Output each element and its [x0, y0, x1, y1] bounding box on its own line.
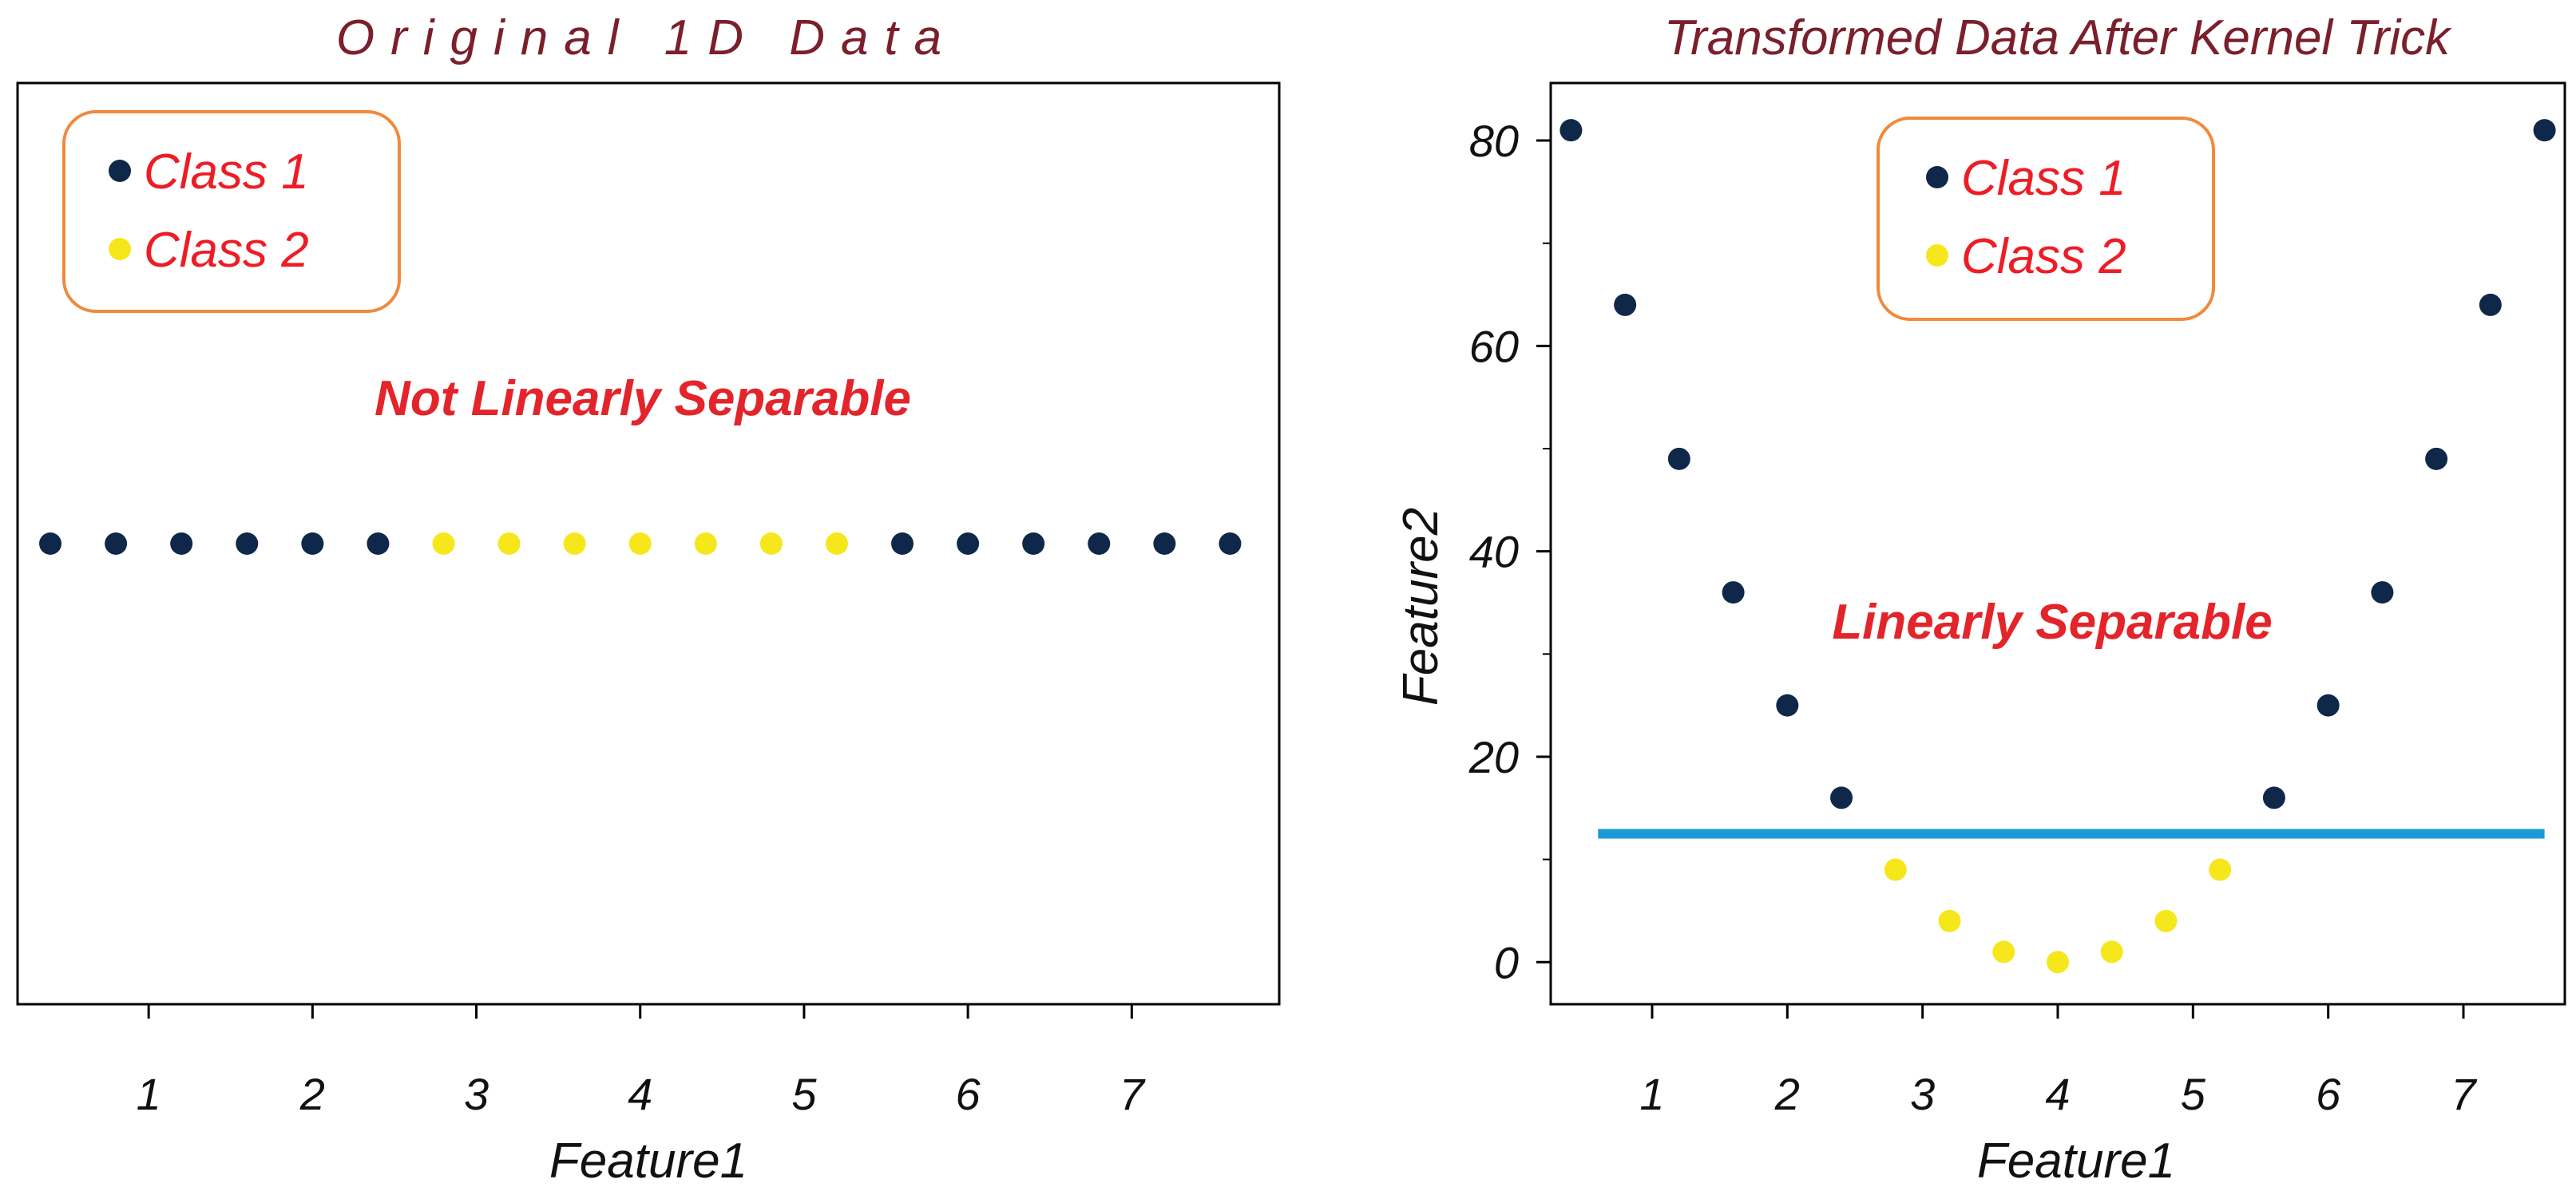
class2-point: [1992, 940, 2015, 964]
left-x-tick-label: 1: [137, 1069, 161, 1119]
class1-point: [891, 532, 914, 555]
class2-point: [694, 532, 717, 555]
left-x-tick-label: 4: [628, 1069, 652, 1119]
class2-point: [2209, 858, 2232, 881]
right-legend-class1-marker: [1926, 166, 1948, 188]
left-x-ticks: 1 2 3 4 5 6 7: [137, 1004, 1146, 1119]
left-legend-class1-label: Class 1: [144, 144, 309, 200]
class1-point: [2262, 786, 2285, 809]
right-legend-box: [1877, 117, 2215, 321]
class2-point: [628, 532, 652, 555]
class1-point: [39, 532, 62, 555]
right-legend-class1-label: Class 1: [1961, 151, 2126, 206]
right-y-ticks: 0 20 40 60 80: [1468, 116, 1551, 987]
class1-point: [1219, 532, 1242, 555]
right-y-tick-label: 40: [1469, 527, 1519, 577]
class1-point: [1776, 694, 1799, 717]
class1-point: [367, 532, 390, 555]
left-legend-box: [62, 110, 401, 313]
class1-point: [1022, 532, 1045, 555]
left-plot-frame: [16, 81, 1281, 1006]
class1-point: [2479, 293, 2502, 316]
class2-point: [759, 532, 783, 555]
left-legend-class2-marker: [109, 238, 131, 260]
right-x-tick-label: 5: [2181, 1069, 2206, 1119]
class1-point: [236, 532, 259, 555]
left-x-tick-label: 5: [791, 1069, 817, 1119]
class1-point: [1559, 119, 1583, 142]
left-x-tick-label: 2: [299, 1069, 325, 1119]
class1-point: [2316, 694, 2340, 717]
class2-point: [497, 532, 521, 555]
right-y-tick-label: 60: [1469, 321, 1519, 371]
class1-point: [1088, 532, 1111, 555]
left-x-tick-label: 6: [956, 1069, 981, 1119]
right-legend-class2-label: Class 2: [1961, 229, 2126, 284]
class1-point: [1722, 581, 1745, 604]
left-chart-title: Original 1D Data: [336, 10, 957, 65]
right-x-tick-label: 3: [1910, 1069, 1935, 1119]
right-y-tick-label: 0: [1494, 937, 1519, 987]
class2-point: [563, 532, 586, 555]
class2-point: [2047, 951, 2069, 974]
right-x-axis-label: Feature1: [1977, 1134, 2175, 1189]
left-legend-class1-marker: [109, 160, 131, 182]
class1-point: [2425, 447, 2448, 470]
class1-point: [301, 532, 324, 555]
right-annotation: Linearly Separable: [1832, 595, 2272, 650]
class1-point: [1153, 532, 1176, 555]
right-x-tick-label: 4: [2045, 1069, 2070, 1119]
left-legend: Class 1 Class 2: [62, 110, 401, 313]
left-x-tick-label: 7: [1120, 1069, 1146, 1119]
right-points: [1559, 119, 2556, 974]
right-chart: Transformed Data After Kernel Trick Clas…: [1393, 10, 2566, 1189]
right-y-tick-label: 20: [1468, 732, 1519, 782]
class1-point: [1614, 293, 1637, 316]
class1-point: [1667, 447, 1690, 470]
class1-point: [2533, 119, 2556, 142]
class1-point: [2371, 581, 2394, 604]
right-y-tick-label: 80: [1469, 116, 1519, 166]
left-legend-class2-label: Class 2: [144, 223, 309, 278]
class1-point: [105, 532, 128, 555]
left-annotation: Not Linearly Separable: [375, 371, 911, 426]
right-y-axis-label: Feature2: [1393, 508, 1449, 706]
class2-point: [1938, 909, 1961, 932]
right-legend: Class 1 Class 2: [1877, 117, 2215, 321]
right-legend-class2-marker: [1926, 244, 1948, 267]
class1-point: [957, 532, 980, 555]
left-x-axis-label: Feature1: [549, 1134, 747, 1189]
right-x-tick-label: 2: [1774, 1069, 1800, 1119]
class2-point: [1884, 858, 1907, 881]
class1-point: [170, 532, 193, 555]
right-chart-title: Transformed Data After Kernel Trick: [1664, 10, 2452, 65]
class1-point: [1830, 786, 1853, 809]
left-chart: Original 1D Data Class 1 Class 2 Not Lin…: [16, 10, 1281, 1189]
class2-point: [2100, 940, 2123, 964]
left-x-tick-label: 3: [464, 1069, 489, 1119]
right-x-ticks: 1 2 3 4 5 6 7: [1639, 1004, 2477, 1119]
right-x-tick-label: 1: [1639, 1069, 1664, 1119]
right-x-tick-label: 6: [2316, 1069, 2341, 1119]
class2-point: [825, 532, 848, 555]
right-x-tick-label: 7: [2451, 1069, 2477, 1119]
left-points: [39, 532, 1242, 555]
class2-point: [2154, 909, 2178, 932]
class2-point: [432, 532, 455, 555]
